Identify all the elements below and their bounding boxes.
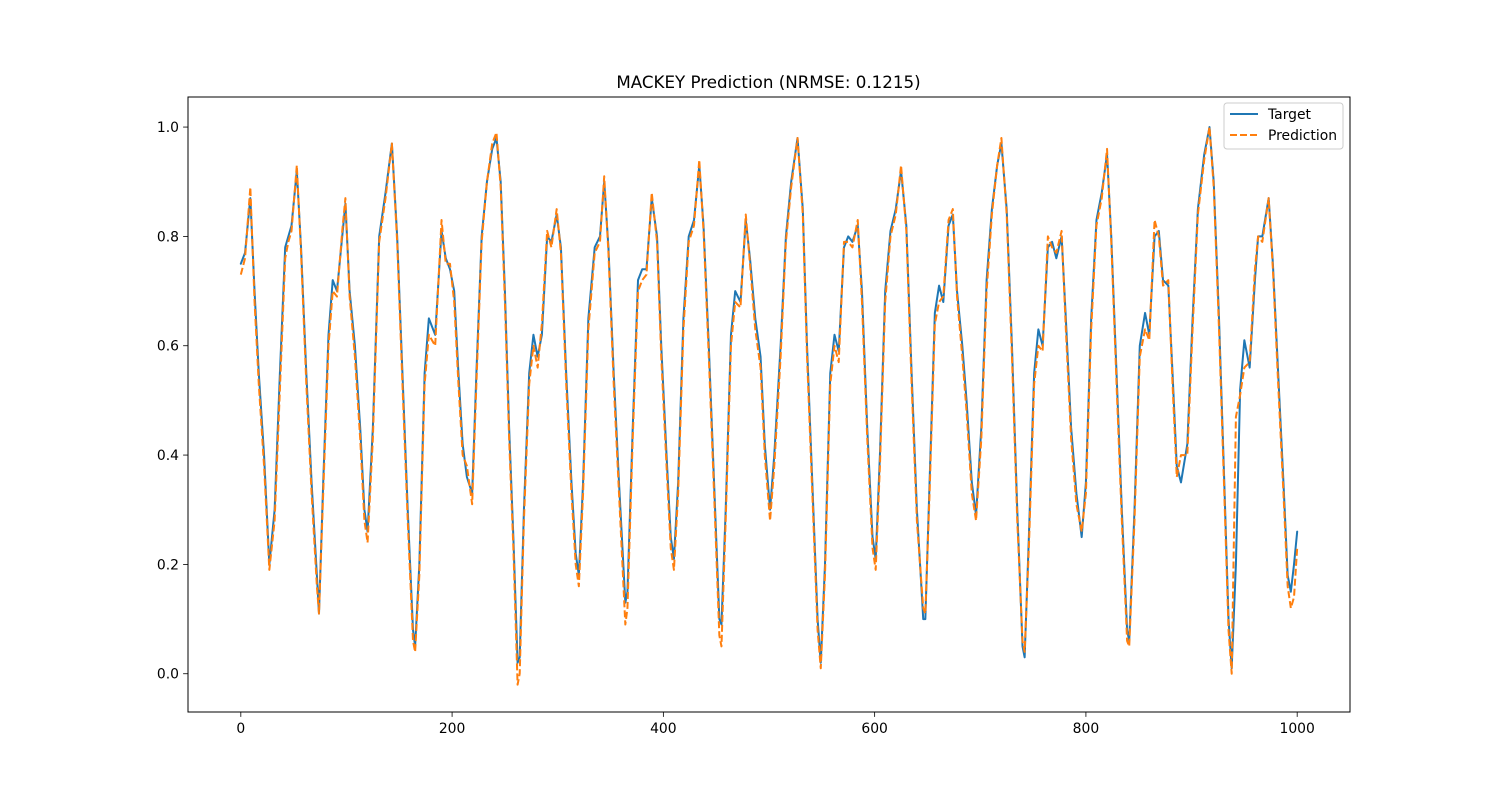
x-tick-label: 800 — [1073, 721, 1100, 737]
y-tick-label: 0.6 — [157, 339, 179, 355]
x-tick-label: 400 — [650, 721, 677, 737]
x-tick-label: 600 — [861, 721, 888, 737]
y-axis: 0.0 0.2 0.4 0.6 0.8 1.0 — [157, 120, 188, 683]
x-axis: 0 200 400 600 800 1000 — [236, 712, 1315, 737]
legend: Target Prediction — [1223, 102, 1344, 150]
y-tick-label: 0.8 — [157, 229, 179, 245]
legend-label-target: Target — [1267, 107, 1312, 123]
legend-label-prediction: Prediction — [1268, 128, 1337, 144]
series-layer — [239, 126, 1299, 686]
x-tick-label: 1000 — [1280, 721, 1315, 737]
series-line-prediction — [239, 126, 1299, 686]
plot-frame — [187, 96, 1351, 713]
chart-title: MACKEY Prediction (NRMSE: 0.1215) — [616, 72, 920, 92]
x-tick-label: 200 — [439, 721, 466, 737]
y-tick-label: 0.4 — [157, 448, 179, 464]
y-tick-label: 0.2 — [157, 557, 179, 573]
y-tick-label: 0.0 — [157, 667, 179, 683]
x-tick-label: 0 — [236, 721, 245, 737]
y-tick-label: 1.0 — [157, 120, 179, 136]
